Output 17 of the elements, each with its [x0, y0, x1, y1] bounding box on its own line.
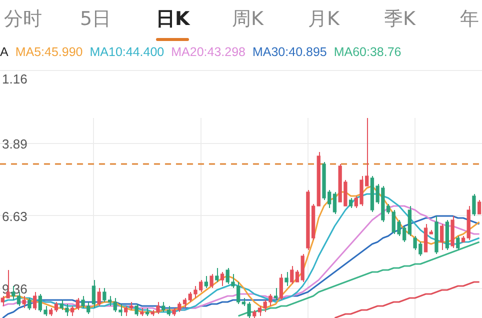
text: MA30:40.895	[252, 45, 327, 59]
text: 月K	[308, 7, 340, 32]
text: A	[0, 45, 8, 59]
text: 季K	[384, 7, 416, 32]
text: MA60:38.76	[334, 45, 402, 59]
text: 分时	[4, 7, 42, 32]
candlestick	[140, 308, 144, 316]
text: 1.16	[2, 72, 28, 87]
annotation: 6.63	[2, 208, 28, 224]
text: 年	[460, 7, 479, 32]
text: MA5:45.990	[15, 45, 83, 59]
text: 周K	[232, 7, 264, 32]
text: MA10:44.400	[90, 45, 164, 59]
text: 5日	[80, 7, 112, 32]
text: MA20:43.298	[171, 45, 246, 59]
text: 日K	[156, 7, 190, 32]
annotation: 3.89	[2, 136, 28, 152]
